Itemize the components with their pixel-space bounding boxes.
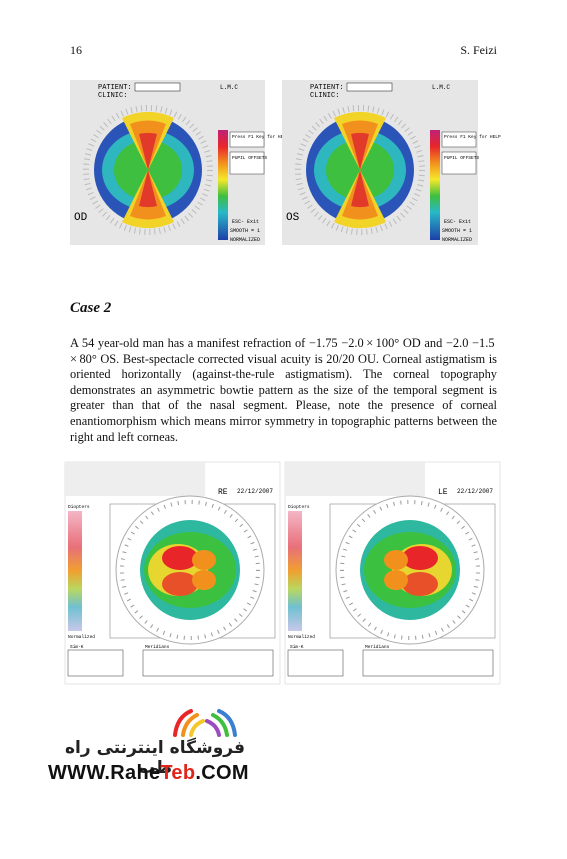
meridians-label: Meridians xyxy=(145,644,170,650)
help-label: Press F1 Key for HELP xyxy=(232,134,289,140)
clinic-label: CLINIC: xyxy=(310,92,339,100)
scale-label: Diopters xyxy=(288,504,310,510)
clinic-label: CLINIC: xyxy=(98,92,127,100)
site-part: WWW.Rahe xyxy=(48,762,161,784)
logo xyxy=(173,709,237,737)
offsets-label: PUPIL OFFSETS xyxy=(444,155,479,161)
eye-label: OD xyxy=(74,212,88,224)
eye-label: RE xyxy=(218,488,228,497)
sim-label: Sim-K xyxy=(290,644,304,650)
exit-label: ESC- Exit xyxy=(444,219,471,225)
exit-label: ESC- Exit xyxy=(232,219,259,225)
normalized-label: NORMALIZED xyxy=(230,237,260,243)
meridians-label: Meridians xyxy=(365,644,390,650)
date-label: 22/12/2007 xyxy=(237,488,273,495)
page-number: 16 xyxy=(70,43,82,57)
sim-label: Sim-K xyxy=(70,644,84,650)
normalized-label: Normalized xyxy=(68,634,95,640)
lmc-label: L.M.C xyxy=(432,84,450,91)
site-part: Teb xyxy=(160,762,196,784)
body-text: A 54 year-old man has a manifest refract… xyxy=(70,336,497,444)
eye-label: OS xyxy=(286,212,300,224)
site-part: .COM xyxy=(195,762,249,784)
normalized-label: Normalized xyxy=(288,634,315,640)
running-head: S. Feizi xyxy=(460,43,497,57)
section-heading: Case 2 xyxy=(70,300,112,316)
patient-label: PATIENT: xyxy=(310,84,344,92)
patient-label: PATIENT: xyxy=(98,84,132,92)
watermark-site: WWW.RaheTeb.COM xyxy=(48,762,249,785)
help-label: Press F1 Key for HELP xyxy=(444,134,501,140)
watermark-shop: فروشگاه اینترنتی راه طب xyxy=(65,738,245,778)
normalized-label: NORMALIZED xyxy=(442,237,472,243)
date-label: 22/12/2007 xyxy=(457,488,493,495)
offsets-label: PUPIL OFFSETS xyxy=(232,155,267,161)
lmc-label: L.M.C xyxy=(220,84,238,91)
eye-label: LE xyxy=(438,488,448,497)
smooth-label: SMOOTH = 1 xyxy=(442,228,472,234)
smooth-label: SMOOTH = 1 xyxy=(230,228,260,234)
scale-label: Diopters xyxy=(68,504,90,510)
